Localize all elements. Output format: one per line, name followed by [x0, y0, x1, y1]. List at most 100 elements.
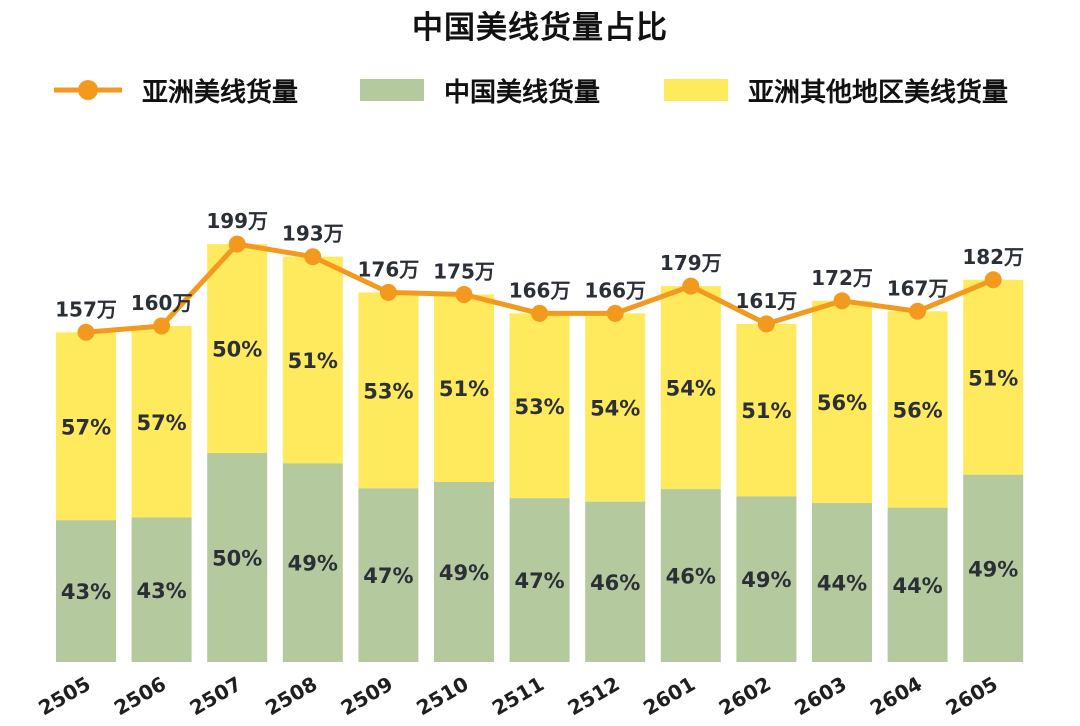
data-label-china-2512: 46% [590, 571, 640, 595]
data-label-total-2511: 166万 [509, 278, 571, 302]
line-layer [77, 235, 1002, 341]
x-tick-label-2602: 2602 [715, 672, 775, 721]
bar-china-2512 [585, 501, 646, 662]
x-tick-label-2505: 2505 [34, 672, 94, 721]
data-label-total-2601: 179万 [660, 251, 722, 275]
x-tick-label-2605: 2605 [941, 672, 1001, 721]
data-label-china-2604: 44% [892, 574, 942, 598]
data-label-total-2509: 176万 [358, 257, 420, 281]
chart-title: 中国美线货量占比 [412, 10, 668, 46]
data-label-other-asia-2601: 54% [666, 377, 716, 401]
data-label-other-asia-2507: 50% [212, 338, 262, 362]
bar-china-2506 [131, 517, 192, 662]
legend-swatch-china [360, 79, 424, 101]
data-label-total-2603: 172万 [811, 266, 873, 290]
bar-other-asia-2506 [131, 326, 192, 518]
bar-china-2602 [736, 496, 797, 662]
bar-other-asia-2507 [207, 244, 268, 454]
legend-item-china: 中国美线货量 [360, 70, 600, 110]
line-point-2604 [909, 302, 927, 320]
data-label-china-2506: 43% [136, 579, 186, 603]
data-label-china-2507: 50% [212, 547, 262, 571]
legend-label-china: 中国美线货量 [444, 77, 601, 108]
legend-label-asia: 亚洲美线货量 [142, 77, 299, 108]
x-tick-label-2601: 2601 [639, 672, 699, 721]
x-tick-label-2603: 2603 [790, 672, 850, 721]
data-label-total-2605: 182万 [962, 245, 1024, 269]
legend-swatch-other-asia [664, 79, 728, 101]
line-point-2508 [304, 248, 322, 266]
bar-other-asia-2602 [736, 323, 797, 497]
line-point-2510 [455, 286, 473, 303]
bar-other-asia-2511 [509, 313, 570, 499]
line-point-2512 [606, 304, 624, 322]
data-label-china-2505: 43% [61, 580, 111, 604]
data-label-china-2511: 47% [514, 569, 564, 593]
x-tick-label-2604: 2604 [866, 672, 926, 721]
x-tick-label-2506: 2506 [110, 672, 170, 721]
bar-other-asia-2508 [282, 256, 343, 464]
data-label-other-asia-2602: 51% [741, 399, 791, 423]
bar-other-asia-2604 [887, 311, 948, 508]
bar-china-2601 [660, 489, 721, 662]
data-label-china-2602: 49% [741, 568, 791, 592]
line-point-2603 [833, 292, 851, 310]
data-label-china-2601: 46% [666, 565, 716, 589]
bar-china-2508 [282, 463, 343, 662]
data-label-china-2603: 44% [817, 572, 867, 596]
line-point-2605 [984, 271, 1002, 289]
x-tick-label-2507: 2507 [185, 672, 245, 721]
legend-item-other-asia: 亚洲其他地区美线货量 [664, 70, 1008, 110]
bar-china-2509 [358, 488, 419, 662]
data-label-other-asia-2510: 51% [439, 377, 489, 401]
data-label-china-2605: 49% [968, 557, 1018, 581]
bar-other-asia-2510 [434, 294, 494, 482]
line-point-2601 [682, 277, 700, 295]
data-label-other-asia-2505: 57% [61, 415, 111, 439]
x-tick-label-2509: 2509 [337, 672, 397, 721]
line-point-2507 [228, 235, 246, 253]
data-label-total-2512: 166万 [584, 278, 646, 302]
line-point-2506 [153, 317, 171, 335]
line-point-2511 [531, 304, 549, 322]
line-point-2509 [379, 283, 397, 301]
data-label-other-asia-2604: 56% [892, 398, 942, 422]
data-label-other-asia-2509: 53% [363, 379, 413, 403]
line-point-2602 [757, 315, 775, 333]
bar-other-asia-2509 [358, 292, 419, 489]
data-label-total-2506: 160万 [131, 291, 193, 315]
data-label-other-asia-2508: 51% [288, 349, 338, 373]
x-tick-label-2510: 2510 [412, 672, 472, 721]
data-label-other-asia-2512: 54% [590, 397, 640, 421]
legend-item-asia-line: 亚洲美线货量 [52, 70, 298, 110]
bar-china-2511 [509, 498, 570, 662]
x-tick-label-2511: 2511 [488, 672, 548, 721]
data-label-total-2505: 157万 [55, 297, 117, 321]
bar-china-2505 [56, 520, 116, 662]
bar-china-2507 [207, 453, 268, 662]
legend-line-marker-icon [54, 80, 122, 100]
legend-label-other-asia: 亚洲其他地区美线货量 [748, 77, 1009, 108]
data-label-total-2510: 175万 [433, 260, 495, 284]
bar-other-asia-2601 [660, 286, 721, 490]
x-tick-label-2508: 2508 [261, 672, 321, 721]
bar-other-asia-2505 [56, 332, 116, 521]
bar-other-asia-2605 [963, 279, 1024, 475]
data-label-china-2509: 47% [363, 564, 413, 588]
bar-china-2605 [963, 474, 1024, 662]
bar-china-2604 [887, 507, 948, 662]
data-label-total-2604: 167万 [887, 276, 949, 300]
x-tick-label-2512: 2512 [563, 672, 623, 721]
data-label-total-2508: 193万 [282, 222, 344, 246]
data-label-china-2510: 49% [439, 561, 489, 585]
bar-other-asia-2512 [585, 313, 646, 502]
bars-layer [56, 244, 1024, 662]
line-point-2505 [77, 323, 95, 341]
bar-china-2510 [434, 481, 494, 662]
data-label-other-asia-2605: 51% [968, 366, 1018, 390]
data-label-total-2507: 199万 [206, 209, 268, 233]
bar-other-asia-2603 [812, 300, 872, 504]
data-label-china-2508: 49% [288, 552, 338, 576]
data-label-other-asia-2511: 53% [514, 395, 564, 419]
